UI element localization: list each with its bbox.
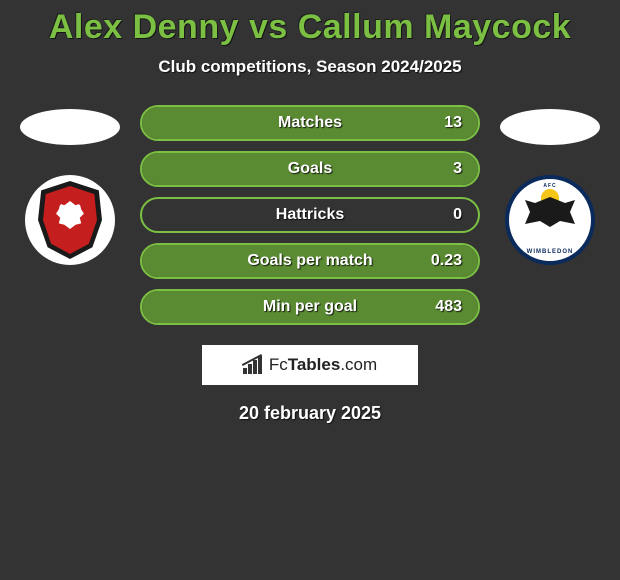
stat-pill: Goals 3 bbox=[140, 151, 480, 187]
brand-prefix: Fc bbox=[269, 355, 288, 374]
badge-arc-bottom: WIMBLEDON bbox=[527, 249, 574, 255]
infographic-root: Alex Denny vs Callum Maycock Club compet… bbox=[0, 0, 620, 424]
main-row: Matches 13 Goals 3 Hattricks 0 Goals per match… bbox=[0, 105, 620, 325]
stat-label: Hattricks bbox=[276, 206, 344, 224]
stat-label: Min per goal bbox=[263, 298, 357, 316]
shield-icon bbox=[38, 181, 102, 259]
brand-bold: Tables bbox=[288, 355, 341, 374]
stat-value: 13 bbox=[444, 114, 462, 132]
stat-pill: Goals per match 0.23 bbox=[140, 243, 480, 279]
stat-value: 0 bbox=[453, 206, 462, 224]
stat-value: 0.23 bbox=[431, 252, 462, 270]
stat-pill: Matches 13 bbox=[140, 105, 480, 141]
bar-chart-icon bbox=[243, 356, 265, 374]
brand-text: FcTables.com bbox=[269, 355, 377, 375]
stat-value: 3 bbox=[453, 160, 462, 178]
left-column bbox=[20, 105, 120, 265]
stat-pill: Min per goal 483 bbox=[140, 289, 480, 325]
footer-date: 20 february 2025 bbox=[239, 403, 381, 424]
page-title: Alex Denny vs Callum Maycock bbox=[49, 8, 571, 47]
stat-pill: Hattricks 0 bbox=[140, 197, 480, 233]
stat-label: Goals per match bbox=[247, 252, 372, 270]
stat-label: Matches bbox=[278, 114, 342, 132]
right-column: AFC WIMBLEDON bbox=[500, 105, 600, 265]
right-player-ellipse bbox=[500, 109, 600, 145]
stat-value: 483 bbox=[435, 298, 462, 316]
stats-list: Matches 13 Goals 3 Hattricks 0 Goals per match… bbox=[140, 105, 480, 325]
brand-box: FcTables.com bbox=[202, 345, 418, 385]
left-player-ellipse bbox=[20, 109, 120, 145]
stat-label: Goals bbox=[288, 160, 332, 178]
page-subtitle: Club competitions, Season 2024/2025 bbox=[158, 57, 461, 77]
eagle-body-icon bbox=[525, 197, 575, 227]
right-club-badge: AFC WIMBLEDON bbox=[505, 175, 595, 265]
left-club-badge bbox=[25, 175, 115, 265]
brand-suffix: .com bbox=[340, 355, 377, 374]
